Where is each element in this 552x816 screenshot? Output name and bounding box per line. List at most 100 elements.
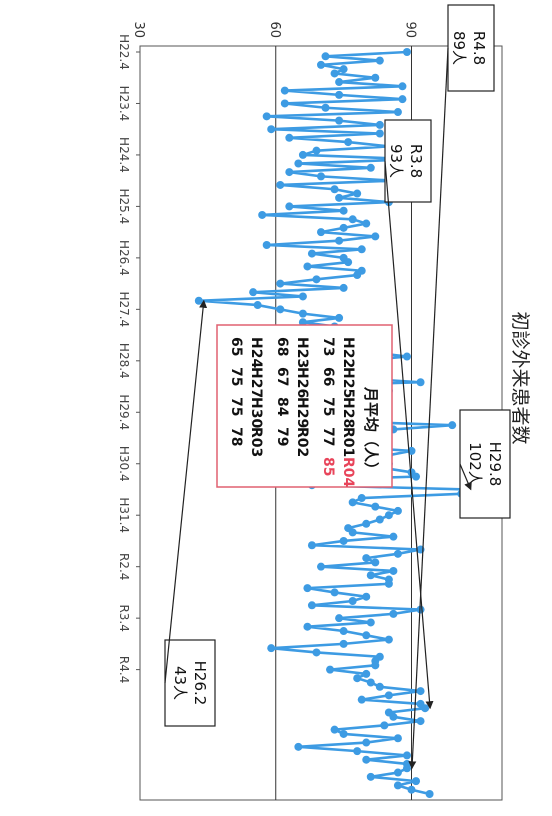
x-tick-label-H30.4: H30.4 (117, 446, 131, 482)
data-point (407, 785, 416, 794)
callout-label: R4.8 (470, 31, 488, 65)
data-point (298, 309, 307, 318)
data-point (362, 631, 371, 640)
data-point (366, 571, 375, 580)
data-point (366, 772, 375, 781)
data-point (416, 717, 425, 726)
data-point (366, 678, 375, 687)
monthly-average-value: 68 (274, 337, 290, 356)
data-point (402, 352, 411, 361)
data-point (303, 622, 312, 631)
data-point (389, 532, 398, 541)
monthly-average-header: 月平均（人） (362, 386, 380, 477)
x-tick-label-H24.4: H24.4 (117, 137, 131, 173)
data-point (312, 275, 321, 284)
data-point (285, 202, 294, 211)
callout-value: 89人 (450, 31, 468, 65)
data-point (402, 751, 411, 760)
callout-value: 102人 (466, 442, 484, 486)
data-point (353, 674, 362, 683)
data-point (357, 494, 366, 503)
x-tick-label-H23.4: H23.4 (117, 86, 131, 122)
x-tick-label-H29.4: H29.4 (117, 394, 131, 430)
callout-arrow (384, 160, 434, 710)
monthly-average-year: H26 (294, 367, 310, 398)
data-point (362, 519, 371, 528)
data-point (326, 665, 335, 674)
monthly-average-value: 84 (274, 397, 290, 417)
data-point (321, 103, 330, 112)
data-point (398, 82, 407, 91)
monthly-average-year: H30 (248, 397, 264, 428)
monthly-average-year: H29 (294, 397, 310, 428)
data-point (335, 614, 344, 623)
monthly-average-value: 75 (320, 397, 336, 416)
data-point (307, 249, 316, 258)
data-point (335, 90, 344, 99)
data-point (384, 635, 393, 644)
data-point (402, 48, 411, 56)
y-axis-ticks: 30 60 90 (131, 21, 418, 38)
data-point (393, 781, 402, 790)
data-point (317, 228, 325, 237)
chart-title: 初診外来患者数 (509, 311, 531, 444)
data-point (339, 729, 348, 738)
data-point (389, 609, 398, 618)
callout-value: 93人 (387, 144, 405, 178)
monthly-average-year: R02 (294, 427, 310, 457)
data-point (294, 742, 303, 751)
x-tick-label-H22.4: H22.4 (117, 34, 131, 70)
data-point (339, 283, 348, 292)
data-point (375, 515, 384, 524)
monthly-average-year: R01 (340, 427, 356, 457)
data-point (412, 472, 421, 481)
data-point (317, 172, 325, 181)
data-point (312, 146, 321, 155)
data-point (389, 712, 398, 721)
data-point (285, 168, 294, 177)
data-point (371, 232, 380, 241)
data-point (375, 682, 384, 691)
callout-label: H26.2 (191, 661, 209, 706)
data-point (344, 138, 353, 147)
data-point (353, 271, 362, 280)
data-point (298, 292, 307, 301)
data-point (393, 108, 402, 117)
data-point (393, 506, 402, 515)
data-point (448, 421, 457, 430)
data-point (285, 133, 294, 142)
monthly-average-year: H28 (340, 397, 356, 428)
monthly-average-year: R04 (340, 457, 356, 488)
monthly-average-value: 73 (320, 337, 336, 356)
monthly-average-year: H23 (294, 337, 310, 368)
data-point (307, 541, 316, 550)
data-point (330, 725, 339, 734)
callout-arrow (408, 47, 449, 770)
data-point (375, 129, 384, 138)
monthly-average-value: 85 (320, 457, 336, 476)
data-point (371, 73, 380, 82)
data-point (371, 502, 380, 511)
monthly-average-value: 65 (228, 337, 244, 356)
data-point (366, 618, 375, 627)
data-point (317, 562, 325, 571)
data-point (339, 206, 348, 215)
monthly-average-year: R03 (248, 427, 264, 457)
data-point (258, 210, 267, 219)
data-point (339, 223, 348, 232)
data-point (384, 579, 393, 588)
data-point (276, 180, 285, 189)
data-point (353, 747, 362, 756)
data-point (375, 56, 384, 65)
